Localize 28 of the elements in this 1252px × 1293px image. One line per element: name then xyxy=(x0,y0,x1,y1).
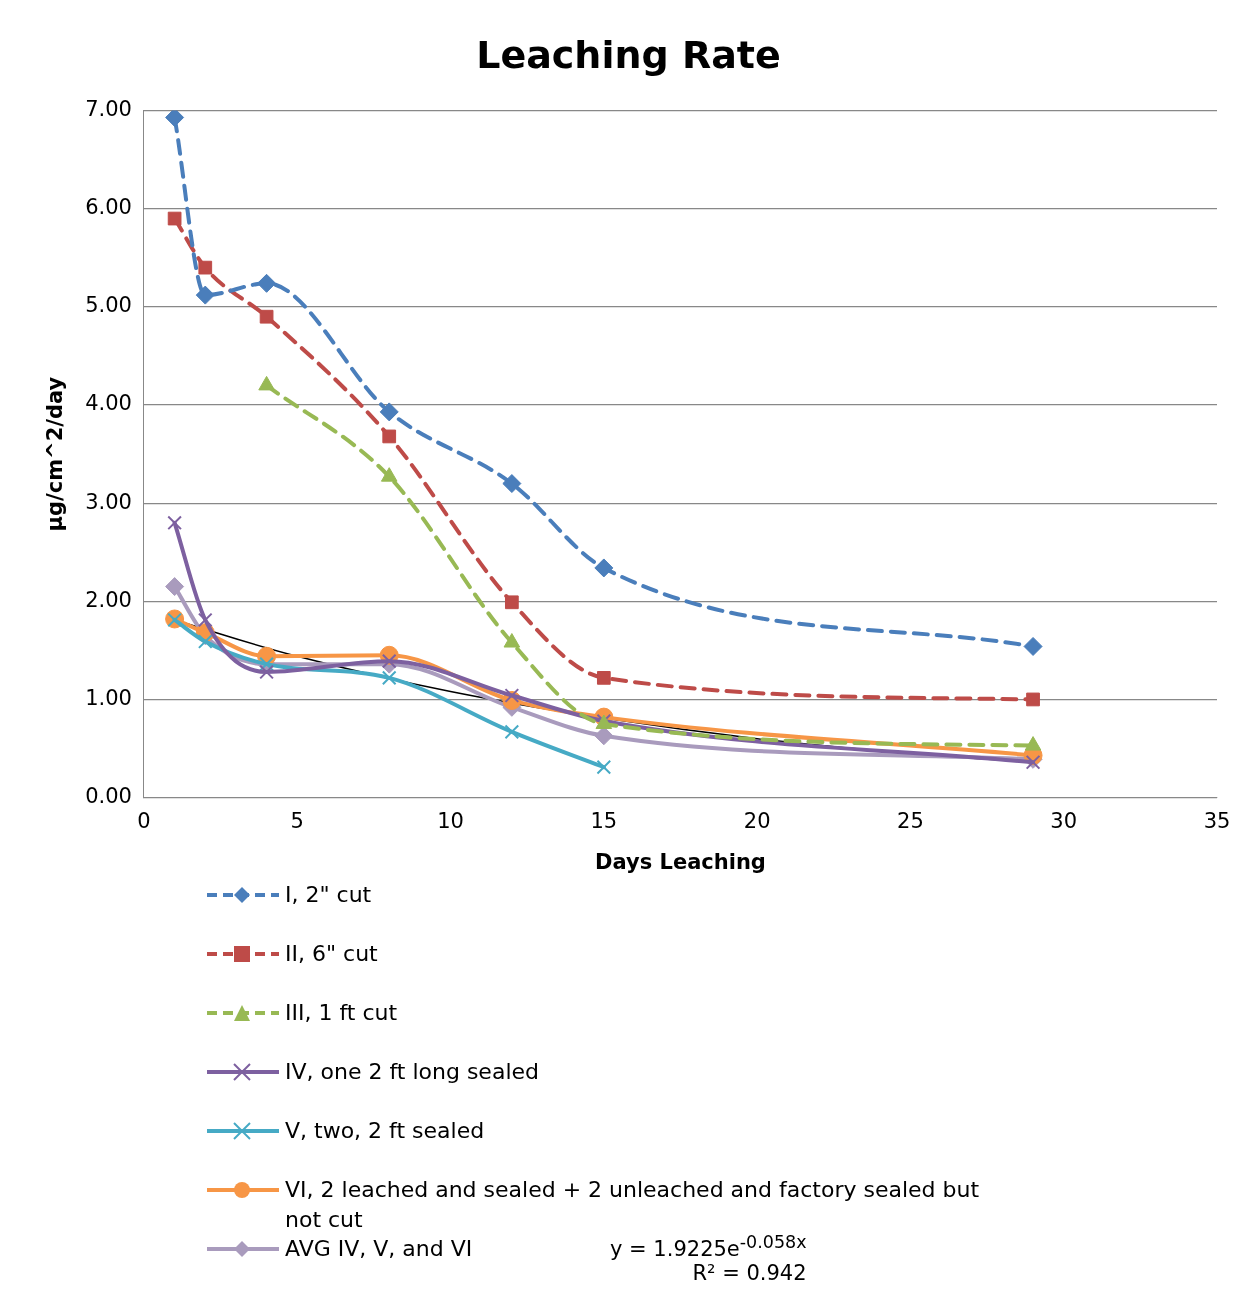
y-tick-label: 1.00 xyxy=(85,685,132,710)
y-tick-label: 5.00 xyxy=(85,293,132,318)
x-tick-label: 15 xyxy=(590,808,618,833)
y-axis-title: µg/cm^2/day xyxy=(43,376,68,532)
legend-label: VI, 2 leached and sealed + 2 unleached and factory sealed but not cut xyxy=(285,1177,980,1232)
legend-label: IV, one 2 ft long sealed xyxy=(285,1058,539,1086)
chart-title: Leaching Rate xyxy=(476,32,781,77)
x-tick-label: 10 xyxy=(437,808,464,833)
x-tick-label: 35 xyxy=(1203,808,1231,833)
y-tick-label: 0.00 xyxy=(85,784,132,809)
y-tick-label: 4.00 xyxy=(85,391,132,416)
y-tick-label: 7.00 xyxy=(85,97,132,122)
y-tick-label: 2.00 xyxy=(85,587,132,612)
x-axis-title: Days Leaching xyxy=(595,849,766,874)
text: y = 1.9225e$^{-0.058x}$ xyxy=(610,1232,807,1261)
legend-label: III, 1 ft cut xyxy=(285,999,398,1027)
legend-label: II, 6" cut xyxy=(285,940,378,968)
x-tick-label: 30 xyxy=(1050,808,1078,833)
text: R² = 0.942 xyxy=(691,1261,807,1285)
y-tick-label: 6.00 xyxy=(85,195,132,220)
x-tick-label: 0 xyxy=(137,808,151,833)
legend-label: I, 2" cut xyxy=(285,881,372,909)
x-tick-label: 25 xyxy=(897,808,924,833)
legend-label: V, two, 2 ft sealed xyxy=(285,1117,485,1145)
legend-label: AVG IV, V, and VI xyxy=(285,1235,473,1263)
x-tick-label: 5 xyxy=(290,808,304,833)
x-tick-label: 20 xyxy=(743,808,771,833)
y-tick-label: 3.00 xyxy=(85,489,132,514)
